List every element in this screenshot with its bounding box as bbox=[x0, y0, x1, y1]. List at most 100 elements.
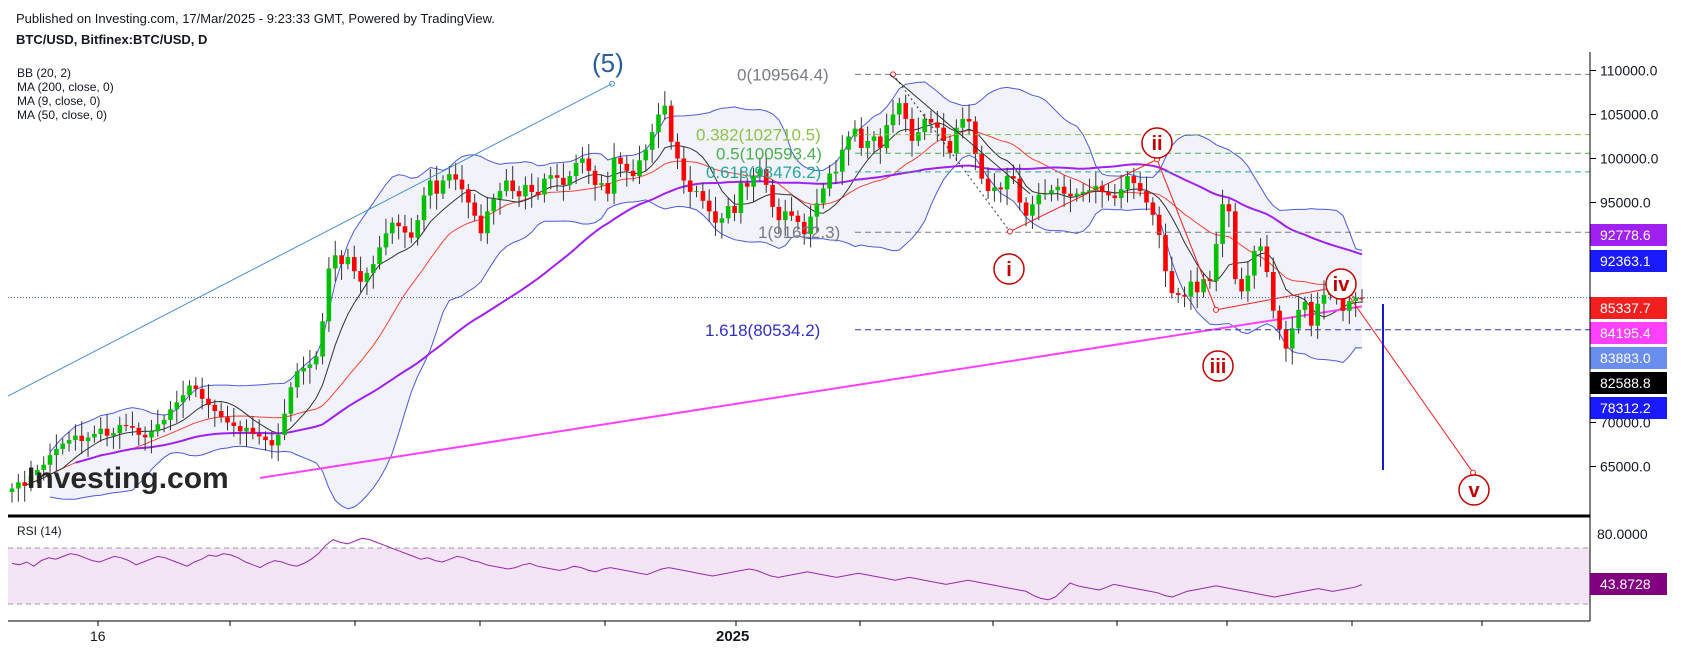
candle-body bbox=[54, 448, 59, 456]
candle-body bbox=[199, 389, 205, 399]
price-badge-value: 85337.7 bbox=[1600, 300, 1651, 316]
candle-body bbox=[985, 178, 991, 191]
indicator-ma50[interactable]: MA (50, close, 0) bbox=[17, 108, 108, 122]
candle-body bbox=[73, 435, 78, 441]
candle-body bbox=[960, 118, 965, 128]
candle-body bbox=[206, 398, 211, 405]
candle-body bbox=[1156, 214, 1162, 235]
price-badge-value: 84195.4 bbox=[1600, 325, 1651, 341]
candle-body bbox=[605, 183, 611, 194]
candle-body bbox=[529, 184, 534, 192]
candle-body bbox=[833, 171, 839, 174]
candle-body bbox=[47, 455, 53, 465]
candle-body bbox=[1042, 193, 1048, 195]
fib-level-label: 0.382(102710.5) bbox=[696, 126, 821, 145]
candle-body bbox=[1213, 243, 1219, 281]
candle-body bbox=[269, 440, 275, 446]
elliott-wave-line bbox=[1215, 285, 1343, 311]
candle-body bbox=[947, 140, 953, 154]
candle-body bbox=[1321, 294, 1327, 304]
candle-body bbox=[966, 118, 972, 122]
candle-body bbox=[104, 428, 110, 436]
candle-body bbox=[288, 387, 294, 414]
y-tick-label: 95000.0 bbox=[1600, 195, 1651, 211]
candle-body bbox=[79, 435, 84, 441]
candle-body bbox=[1302, 301, 1308, 310]
candle-body bbox=[117, 425, 123, 433]
candle-body bbox=[142, 434, 148, 438]
candle-body bbox=[130, 426, 135, 428]
candle-body bbox=[808, 216, 813, 235]
rsi-band bbox=[8, 548, 1590, 604]
wave-point bbox=[1213, 306, 1219, 313]
candle-body bbox=[694, 191, 699, 193]
candle-body bbox=[168, 409, 173, 420]
candle-body bbox=[542, 178, 547, 195]
candle-body bbox=[700, 191, 706, 201]
wave-label-ii: ii bbox=[1151, 133, 1162, 155]
candle-body bbox=[706, 200, 712, 212]
candle-body bbox=[548, 175, 554, 179]
candle-body bbox=[1068, 193, 1073, 197]
published-line: Published on Investing.com, 17/Mar/2025 … bbox=[16, 11, 495, 26]
candle-body bbox=[852, 128, 858, 137]
ma50-line bbox=[75, 163, 1363, 464]
candle-body bbox=[9, 488, 15, 492]
candle-body bbox=[687, 180, 693, 192]
wave-label-circle bbox=[1458, 474, 1490, 506]
candle-body bbox=[814, 203, 820, 217]
indicator-ma200[interactable]: MA (200, close, 0) bbox=[17, 80, 114, 94]
candle-body bbox=[282, 413, 287, 435]
wave-5-point bbox=[609, 80, 615, 87]
price-badge-value: 78312.2 bbox=[1600, 400, 1651, 416]
candle-body bbox=[1283, 329, 1289, 349]
candle-body bbox=[738, 183, 744, 213]
candle-body bbox=[383, 233, 389, 248]
candle-body bbox=[1144, 191, 1149, 203]
price-badge bbox=[1590, 372, 1667, 394]
candle-body bbox=[1175, 293, 1181, 295]
candle-body bbox=[586, 158, 592, 171]
candle-body bbox=[941, 127, 946, 141]
indicator-bb[interactable]: BB (20, 2) bbox=[17, 66, 72, 80]
rsi-label: RSI (14) bbox=[17, 524, 62, 538]
indicator-ma9[interactable]: MA (9, close, 0) bbox=[17, 94, 101, 108]
candle-body bbox=[396, 222, 401, 227]
candle-body bbox=[345, 257, 351, 265]
candle-body bbox=[827, 173, 832, 189]
candle-body bbox=[1296, 309, 1301, 329]
candle-body bbox=[1340, 296, 1346, 311]
candle-body bbox=[1061, 186, 1067, 194]
candle-body bbox=[1277, 310, 1282, 330]
candle-body bbox=[390, 222, 395, 234]
candle-body bbox=[333, 255, 338, 269]
candle-body bbox=[358, 271, 363, 282]
candle-body bbox=[371, 264, 376, 273]
candle-body bbox=[510, 180, 515, 192]
candle-body bbox=[1194, 281, 1200, 293]
candle-body bbox=[1036, 194, 1042, 205]
wave-label-circle bbox=[1202, 350, 1234, 382]
bollinger-upper-line bbox=[49, 81, 1363, 453]
wave-label-v: v bbox=[1468, 480, 1480, 502]
candle-body bbox=[1163, 235, 1168, 272]
candle-body bbox=[85, 437, 91, 441]
candle-body bbox=[428, 180, 433, 196]
candle-body bbox=[783, 211, 788, 221]
candle-body bbox=[713, 211, 718, 223]
candle-body bbox=[751, 176, 756, 187]
price-badge bbox=[1590, 250, 1667, 272]
candle-body bbox=[409, 232, 414, 238]
candle-body bbox=[1150, 202, 1156, 215]
candle-body bbox=[599, 183, 604, 185]
candle-body bbox=[1220, 204, 1225, 244]
candle-body bbox=[1290, 328, 1295, 349]
candle-body bbox=[193, 385, 199, 389]
candle-body bbox=[719, 218, 725, 223]
candle-body bbox=[1315, 303, 1320, 326]
candle-body bbox=[60, 443, 65, 449]
bollinger-band-fill bbox=[50, 81, 1362, 509]
price-badge-value: 82588.8 bbox=[1600, 375, 1651, 391]
candle-body bbox=[1239, 279, 1244, 292]
